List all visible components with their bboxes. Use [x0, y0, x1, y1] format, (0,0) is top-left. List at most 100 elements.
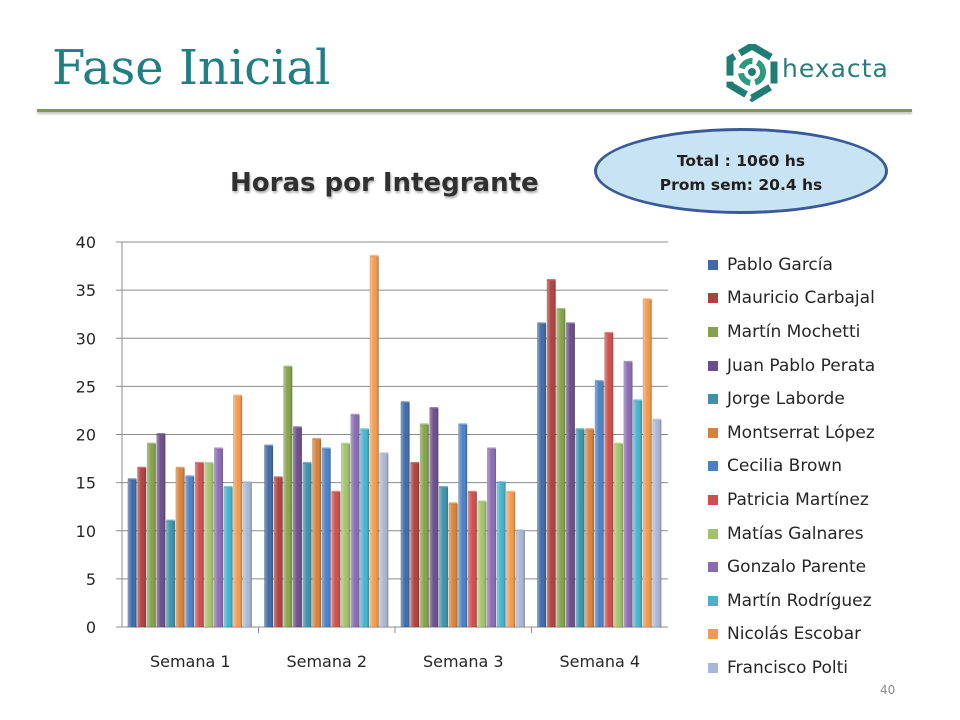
bar-shading [496, 482, 506, 627]
legend-item: Juan Pablo Perata [708, 349, 875, 383]
bar-top-cap [312, 437, 321, 440]
legend-swatch [708, 562, 718, 573]
y-tick-label: 25 [76, 377, 96, 396]
legend-label: Mauricio Carbajal [727, 288, 875, 309]
bar-shading [477, 501, 487, 627]
bar-top-cap [321, 447, 331, 450]
legend-swatch [708, 494, 718, 505]
bar-top-cap [448, 502, 458, 505]
bar-shading [233, 396, 243, 627]
bar-shading [575, 429, 585, 627]
total-hours-bubble: Total : 1060 hs Prom sem: 20.4 hs [594, 128, 888, 214]
bar-top-cap [273, 476, 283, 479]
bar-top-cap [147, 442, 156, 445]
bar-top-cap [214, 447, 223, 450]
bar-top-cap [379, 452, 389, 455]
bar-shading [556, 309, 566, 627]
legend-label: Matías Galnares [727, 523, 864, 544]
slide-title: Fase Inicial [52, 40, 331, 96]
legend-item: Matías Galnares [708, 517, 875, 551]
bar-top-cap [458, 423, 468, 426]
legend-item: Montserrat López [708, 416, 875, 450]
bar-top-cap [614, 442, 623, 445]
legend-item: Martín Rodríguez [708, 584, 875, 618]
bar-shading [506, 492, 516, 627]
bar-top-cap [410, 461, 420, 464]
legend-item: Nicolás Escobar [708, 618, 875, 652]
bar-top-cap [293, 426, 302, 429]
bar-top-cap [185, 475, 195, 478]
bar-shading [175, 468, 185, 627]
bar-top-cap [546, 279, 556, 281]
y-tick-label: 10 [76, 522, 96, 541]
bar-shading [293, 427, 302, 627]
bar-shading [283, 367, 293, 627]
bar-shading [614, 444, 623, 627]
bar-shading [350, 415, 360, 627]
chart-title: Horas por Integrante [230, 168, 539, 198]
bar-top-cap [487, 447, 496, 450]
bar-shading [633, 400, 642, 627]
legend-swatch [708, 629, 718, 640]
bar-shading [369, 256, 379, 627]
bar-top-cap [223, 485, 233, 488]
x-category-label: Semana 3 [423, 652, 504, 671]
bar-top-cap [264, 444, 273, 447]
bar-top-cap [341, 442, 350, 445]
bar-top-cap [537, 322, 546, 325]
bar-top-cap [594, 380, 604, 383]
bar-shading [439, 487, 448, 627]
bar-top-cap [556, 307, 566, 310]
bar-top-cap [369, 254, 379, 257]
bar-shading [273, 477, 283, 627]
legend-label: Martín Rodríguez [727, 590, 872, 611]
bar-shading [137, 468, 147, 627]
bar-shading [594, 381, 604, 627]
bar-top-cap [137, 466, 147, 469]
hexacta-logo: hexacta [726, 41, 916, 106]
legend-item: Francisco Polti [708, 651, 875, 685]
bar-shading [312, 439, 321, 627]
bar-top-cap [195, 461, 204, 464]
bar-shading [195, 463, 204, 627]
bar-shading [243, 482, 252, 627]
bar-shading [341, 444, 350, 627]
legend-item: Pablo García [708, 248, 875, 282]
bar-top-cap [331, 490, 341, 493]
bar-top-cap [623, 360, 633, 363]
bar-shading [166, 521, 175, 627]
hexacta-logo-icon [726, 41, 778, 103]
bar-shading [448, 503, 458, 627]
bar-top-cap [468, 490, 477, 493]
bar-top-cap [166, 519, 175, 522]
x-category-label: Semana 4 [559, 652, 640, 671]
page-number: 40 [880, 683, 896, 697]
bar-shading [400, 402, 410, 627]
bar-shading [147, 444, 156, 627]
bar-shading [604, 333, 614, 627]
legend-label: Pablo García [727, 254, 833, 275]
average-hours-text: Prom sem: 20.4 hs [659, 176, 823, 194]
logo-wordmark: hexacta [782, 54, 889, 83]
legend-item: Mauricio Carbajal [708, 282, 875, 316]
bar-shading [623, 362, 633, 627]
bar-shading [420, 424, 429, 627]
legend-item: Patricia Martínez [708, 483, 875, 517]
bar-shading [127, 479, 137, 627]
legend-label: Gonzalo Parente [727, 557, 867, 578]
bar-top-cap [156, 433, 166, 435]
bar-shading [585, 429, 594, 627]
legend-swatch [708, 662, 718, 673]
bar-top-cap [642, 298, 652, 301]
y-tick-label: 35 [76, 281, 96, 300]
bar-shading [302, 463, 312, 627]
bar-top-cap [477, 500, 487, 503]
y-tick-label: 30 [76, 329, 96, 348]
bar-top-cap [652, 418, 662, 421]
bar-top-cap [575, 428, 585, 431]
legend-label: Juan Pablo Perata [727, 355, 876, 376]
bar-top-cap [516, 529, 525, 532]
legend-swatch [708, 427, 718, 438]
bar-shading [642, 299, 652, 627]
